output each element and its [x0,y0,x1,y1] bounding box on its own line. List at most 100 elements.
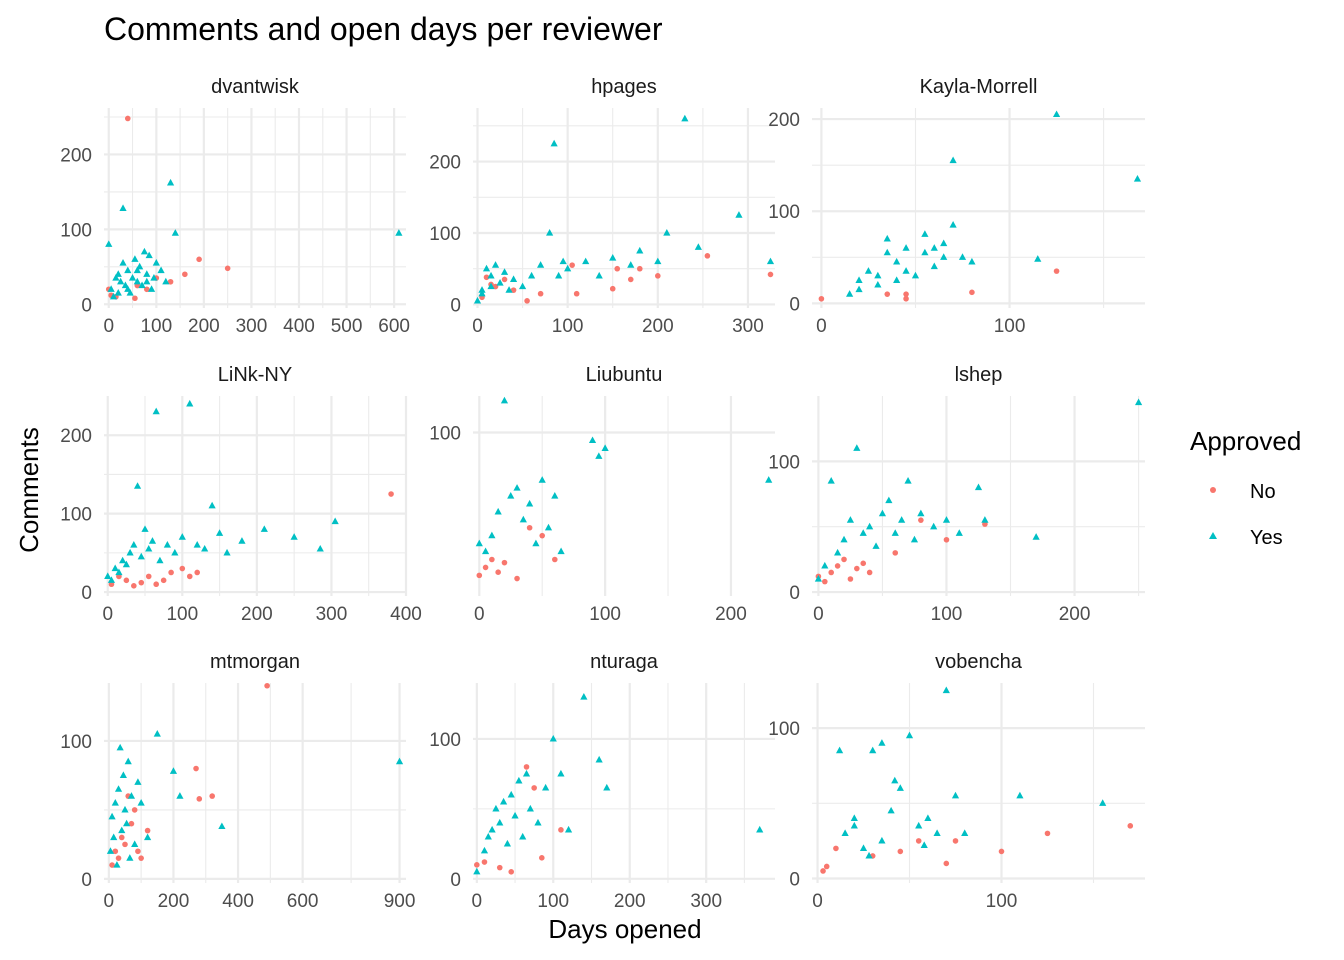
y-tick-label: 200 [60,145,92,166]
x-tick-label: 100 [589,604,621,625]
y-tick-label: 0 [789,583,800,604]
point-not-approved [122,841,128,848]
point-approved [1099,799,1107,806]
point-not-approved [168,569,174,576]
y-tick-label: 100 [60,220,92,241]
x-tick-label: 0 [104,891,115,912]
point-approved [564,264,572,272]
point-not-approved [489,556,495,563]
legend: Approved No Yes [1190,426,1301,549]
x-tick-label: 100 [552,316,584,337]
point-approved [119,204,127,211]
point-approved [157,266,165,274]
point-approved [519,515,527,523]
point-approved [850,814,858,821]
point-approved [940,239,948,247]
point-approved [152,259,160,266]
point-approved [137,552,145,560]
y-tick-label: 100 [429,224,461,245]
point-not-approved [828,569,835,576]
x-tick-label: 0 [472,891,483,912]
point-approved [1034,255,1042,262]
point-approved [482,264,491,272]
point-not-approved [128,820,135,827]
point-approved [114,270,122,277]
point-approved [681,114,689,122]
point-approved [145,251,153,259]
point-approved [850,821,858,829]
point-not-approved [627,276,634,283]
point-not-approved [182,271,188,278]
point-not-approved [167,278,174,285]
point-approved [238,537,246,544]
point-approved [480,846,489,854]
point-approved [119,771,127,779]
point-approved [902,244,910,251]
point-not-approved [132,295,138,302]
point-not-approved [495,569,501,575]
point-approved [522,769,531,777]
x-tick-label: 200 [614,891,646,912]
point-approved [911,271,920,279]
x-tick-label: 200 [642,316,674,337]
point-approved [920,841,928,849]
point-approved [595,755,603,763]
point-approved [121,805,129,813]
point-approved [137,799,145,806]
point-approved [974,483,983,491]
facet-panel: 0 100 200 300 0 100 nturaga [429,651,775,912]
point-approved [126,854,134,861]
point-not-approved [897,848,904,855]
point-approved [150,274,158,281]
point-approved [855,285,863,293]
y-tick-label: 100 [768,202,800,223]
y-axis-title: Comments [14,427,44,553]
point-approved [883,234,891,242]
point-approved [131,255,139,262]
point-approved [930,522,938,530]
x-tick-label: 100 [931,604,963,625]
point-approved [835,746,844,754]
point-approved [834,548,842,556]
point-not-approved [115,855,122,861]
facet-strip-label: Kayla-Morrell [920,76,1038,98]
point-approved [500,396,509,404]
point-approved [478,289,486,297]
point-not-approved [196,256,202,263]
point-not-approved [903,295,909,302]
point-approved [143,277,151,285]
point-approved [124,757,132,765]
point-approved [218,822,226,830]
point-not-approved [109,862,115,868]
point-approved [878,509,887,517]
point-approved [105,240,113,247]
x-tick-label: 0 [813,604,824,625]
point-approved [499,797,508,805]
point-approved [765,476,773,483]
point-approved [133,482,142,489]
point-approved [874,280,882,288]
facet-strip-label: dvantwisk [211,76,300,98]
point-approved [526,499,534,507]
point-approved [878,739,886,746]
x-tick-label: 100 [986,891,1018,912]
point-approved [549,734,557,742]
point-not-approved [138,855,144,861]
point-approved [496,279,504,286]
legend-title: Approved [1190,426,1301,456]
legend-key-no [1210,487,1216,493]
point-approved [855,276,863,283]
point-approved [166,178,175,186]
y-tick-label: 200 [768,110,800,131]
point-approved [123,819,131,827]
point-not-approved [474,862,480,868]
x-tick-label: 200 [188,316,220,337]
y-tick-label: 100 [429,730,461,751]
facet-panel: 0 100 200 300 400 500 600 0 100 200 dvantwisk [60,76,410,337]
point-approved [821,561,829,569]
point-not-approved [569,262,575,268]
point-not-approved [531,785,537,791]
point-approved [538,476,546,483]
point-not-approved [131,807,138,813]
point-not-approved [131,583,137,589]
